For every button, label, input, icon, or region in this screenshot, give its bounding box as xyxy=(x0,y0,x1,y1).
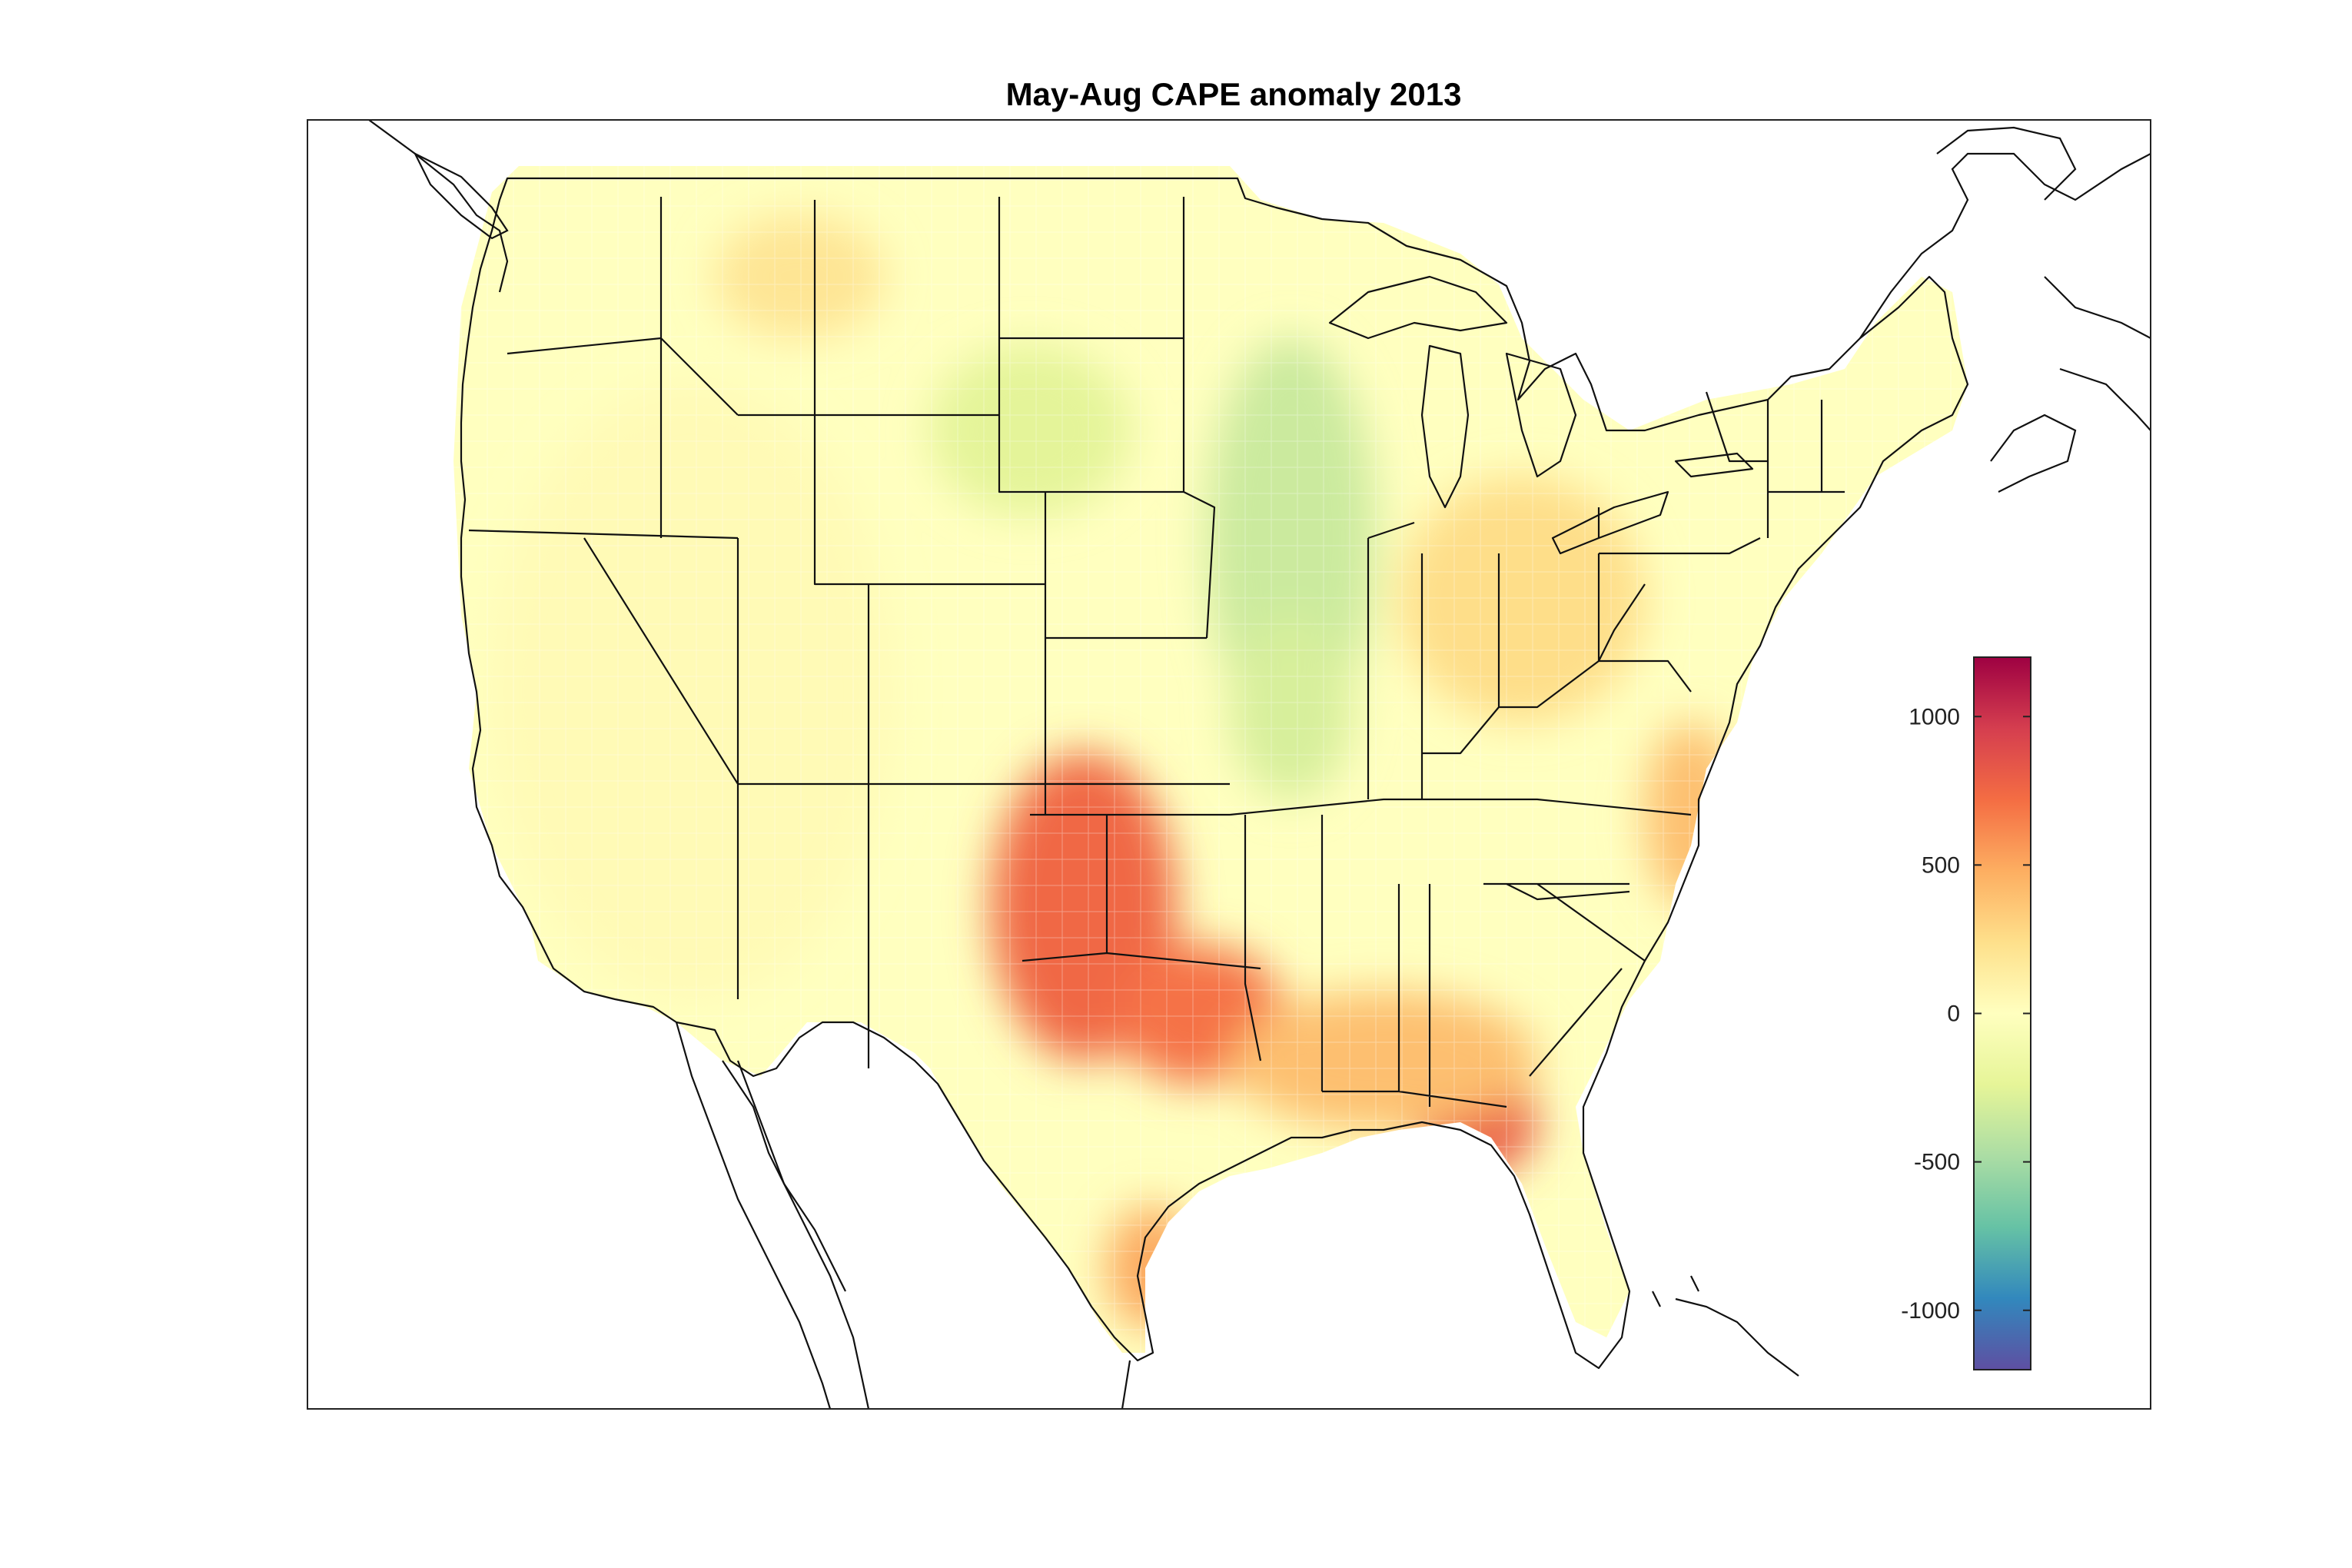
canada-coast-east xyxy=(1859,152,2151,339)
anomaly-region xyxy=(930,346,1130,515)
neighbor-coastlines xyxy=(368,120,2151,1409)
gulf-st-lawrence xyxy=(1936,126,2077,201)
colorbar: 1000 500 0 -500 -1000 xyxy=(1901,656,2031,1370)
anomaly-region xyxy=(1230,615,1353,799)
state-lines xyxy=(468,197,1845,1108)
lake-erie xyxy=(1551,490,1669,555)
newfoundland xyxy=(2044,276,2151,431)
mexico-mainland xyxy=(722,1060,870,1409)
nova-scotia xyxy=(1990,414,2077,493)
colorbar-tick-label: 500 xyxy=(1922,852,1960,878)
anomaly-region xyxy=(1207,338,1376,738)
colorbar-tick-label: -1000 xyxy=(1901,1298,1960,1324)
boundaries xyxy=(460,177,1969,1370)
baja-california xyxy=(675,1022,832,1409)
colorbar-ticks: 1000 500 0 -500 -1000 xyxy=(1901,704,2031,1324)
anomaly-region xyxy=(492,384,892,999)
map-axes xyxy=(368,120,2151,1409)
cuba xyxy=(1675,1297,1799,1377)
bahamas xyxy=(1652,1275,1699,1307)
us-outline xyxy=(460,177,1969,1370)
lake-huron xyxy=(1505,352,1577,478)
anomaly-field xyxy=(453,166,1968,1353)
chart-title: May-Aug CAPE anomaly 2013 xyxy=(1006,76,1462,112)
mexico-gulf-coast xyxy=(1121,1360,1131,1409)
lake-superior xyxy=(1328,275,1508,340)
anomaly-region xyxy=(715,215,884,338)
anomaly-region xyxy=(1399,477,1645,723)
colorbar-tick-label: -500 xyxy=(1914,1150,1960,1175)
map-axes-frame xyxy=(307,119,2151,1410)
lake-ontario xyxy=(1674,452,1754,478)
vancouver-island xyxy=(413,151,509,240)
anomaly-region xyxy=(1230,992,1537,1130)
colorbar-tick-label: 1000 xyxy=(1909,704,1960,729)
colorbar-tick-label: 0 xyxy=(1947,1002,1960,1027)
lake-michigan xyxy=(1420,344,1470,509)
gulf-of-california xyxy=(736,1060,846,1292)
colorbar-gradient xyxy=(1973,656,2031,1370)
